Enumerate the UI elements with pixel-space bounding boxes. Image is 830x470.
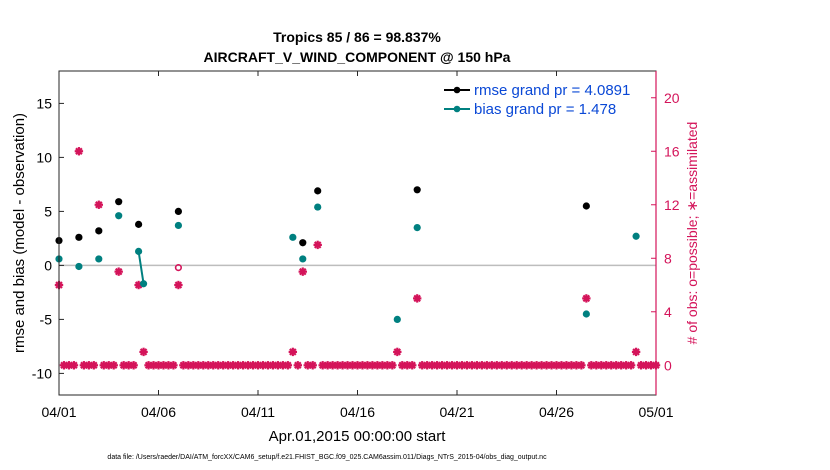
legend-bias-marker	[453, 105, 461, 113]
rmse-point	[582, 202, 590, 210]
obs-assimilated-marker	[393, 347, 402, 357]
y-tick-label: 10	[36, 149, 52, 165]
rmse-point	[95, 227, 103, 235]
bias-point	[75, 262, 83, 271]
legend-box	[438, 80, 648, 122]
obs-assimilated-zero-marker	[69, 361, 79, 370]
y2-tick-label: 4	[664, 304, 672, 320]
chart-subtitle: AIRCRAFT_V_WIND_COMPONENT @ 150 hPa	[204, 49, 511, 65]
bias-point	[115, 212, 123, 220]
y2-tick-label: 20	[664, 90, 680, 106]
obs-possible-marker	[174, 264, 182, 272]
bias-point	[289, 233, 297, 241]
rmse-point	[135, 220, 143, 228]
rmse-point	[299, 239, 307, 247]
bias-point	[314, 203, 322, 211]
x-tick-label: 04/11	[241, 404, 275, 420]
obs-count-layer	[54, 147, 661, 370]
footnote: data file: /Users/raeder/DAI/ATM_forcXX/…	[107, 454, 547, 461]
rmse-point	[115, 198, 123, 206]
bias-line-segment	[137, 251, 145, 284]
tick-layer: 04/01 04/06 04/11 04/16 04/21 04/26 05/01 -10 -5…	[32, 71, 680, 420]
y-tick-label: -10	[32, 365, 52, 381]
x-tick-label: 04/06	[141, 404, 176, 420]
y-tick-label: 5	[44, 203, 52, 219]
obs-assimilated-marker	[94, 200, 103, 209]
obs-assimilated-marker	[288, 347, 298, 357]
obs-assimilated-zero-marker	[293, 361, 302, 370]
x-tick-label: 04/21	[439, 404, 474, 420]
obs-assimilated-zero-marker	[527, 361, 536, 370]
bias-point	[174, 221, 182, 230]
legend-rmse-marker	[453, 86, 461, 94]
series-layer	[55, 186, 640, 323]
obs-assimilated-zero-marker	[129, 361, 138, 370]
obs-assimilated-zero-marker	[626, 361, 636, 370]
obs-assimilated-marker	[631, 347, 641, 357]
y2-tick-label: 0	[664, 357, 672, 373]
title-block: Tropics 85 / 86 = 98.837% AIRCRAFT_V_WIN…	[204, 29, 511, 65]
y2-tick-label: 8	[664, 250, 672, 266]
obs-assimilated-marker	[313, 240, 322, 250]
obs-assimilated-zero-marker	[89, 361, 99, 370]
x-tick-label: 04/16	[340, 404, 375, 420]
rmse-point	[75, 233, 83, 241]
legend-bias-label: bias grand pr = 1.478	[474, 101, 616, 118]
obs-assimilated-marker	[114, 267, 123, 276]
x-axis-label: Apr.01,2015 00:00:00 start	[269, 428, 447, 445]
bias-point	[413, 224, 421, 232]
y2-tick-label: 16	[664, 143, 680, 159]
obs-assimilated-zero-marker	[308, 361, 317, 370]
y-tick-label: 0	[44, 257, 52, 273]
obs-assimilated-zero-marker	[169, 361, 178, 370]
x-tick-label: 04/26	[539, 404, 574, 420]
obs-assimilated-marker	[174, 280, 183, 290]
obs-assimilated-marker	[139, 347, 148, 357]
bias-point	[95, 255, 103, 263]
bias-point	[632, 232, 640, 240]
y-tick-label: 15	[36, 95, 52, 111]
obs-assimilated-marker	[298, 267, 307, 276]
y2-axis-label: # of obs: o=possible; ∗=assimilated	[684, 122, 700, 345]
obs-assimilated-zero-marker	[388, 361, 397, 370]
bias-point	[299, 255, 307, 263]
bias-point	[393, 315, 401, 323]
y-tick-label: -5	[40, 311, 53, 327]
chart-title: Tropics 85 / 86 = 98.837%	[273, 29, 441, 45]
obs-assimilated-marker	[74, 147, 84, 156]
rmse-point	[314, 187, 322, 195]
y-axis-label: rmse and bias (model - observation)	[11, 113, 28, 353]
legend-rmse-label: rmse grand pr = 4.0891	[474, 82, 630, 99]
obs-assimilated-zero-marker	[109, 361, 118, 370]
rmse-point	[413, 186, 421, 194]
legend: rmse grand pr = 4.0891 bias grand pr = 1…	[438, 80, 648, 122]
x-tick-label: 05/01	[638, 404, 673, 420]
bias-point	[139, 280, 148, 288]
obs-assimilated-zero-marker	[283, 361, 293, 370]
y2-tick-label: 12	[664, 197, 680, 213]
obs-assimilated-marker	[413, 294, 422, 303]
obs-assimilated-zero-marker	[577, 361, 586, 370]
x-tick-label: 04/01	[41, 404, 76, 420]
obs-assimilated-marker	[582, 294, 591, 303]
plot-area	[59, 71, 656, 395]
bias-point	[135, 247, 143, 255]
obs-assimilated-zero-marker	[408, 361, 417, 370]
rmse-point	[174, 207, 182, 215]
bias-point	[582, 310, 590, 318]
